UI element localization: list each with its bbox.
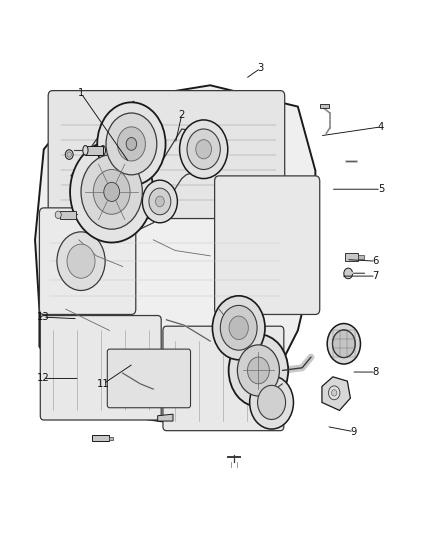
- Circle shape: [187, 129, 220, 169]
- Text: 12: 12: [36, 374, 49, 383]
- Circle shape: [106, 113, 157, 175]
- Text: 9: 9: [351, 427, 357, 437]
- Circle shape: [229, 334, 288, 407]
- Bar: [358, 255, 364, 259]
- Circle shape: [57, 232, 105, 290]
- Text: 2: 2: [179, 110, 185, 119]
- Circle shape: [81, 155, 142, 229]
- Text: 13: 13: [37, 312, 49, 322]
- Bar: [60, 211, 76, 219]
- Circle shape: [328, 386, 340, 400]
- Circle shape: [149, 188, 171, 215]
- FancyBboxPatch shape: [163, 326, 284, 431]
- Circle shape: [67, 244, 95, 278]
- Circle shape: [196, 140, 212, 159]
- Circle shape: [332, 330, 355, 358]
- Bar: [320, 104, 329, 108]
- Circle shape: [344, 268, 353, 279]
- Circle shape: [67, 152, 71, 157]
- Circle shape: [250, 376, 293, 429]
- Circle shape: [212, 296, 265, 360]
- Text: 1: 1: [78, 88, 84, 98]
- Bar: [85, 146, 103, 155]
- Text: 11: 11: [97, 379, 110, 389]
- Circle shape: [327, 324, 360, 364]
- Circle shape: [70, 141, 153, 243]
- Circle shape: [247, 357, 269, 384]
- Text: 5: 5: [378, 184, 384, 194]
- FancyBboxPatch shape: [40, 316, 161, 420]
- Circle shape: [117, 127, 145, 161]
- Text: 7: 7: [373, 271, 379, 281]
- Text: 6: 6: [373, 256, 379, 266]
- Ellipse shape: [83, 146, 88, 155]
- Text: 3: 3: [258, 63, 264, 73]
- Circle shape: [104, 182, 120, 201]
- Circle shape: [126, 138, 137, 150]
- Circle shape: [155, 196, 164, 207]
- Ellipse shape: [100, 146, 106, 155]
- Circle shape: [55, 211, 61, 219]
- Bar: [109, 437, 113, 440]
- Text: 8: 8: [373, 367, 379, 377]
- Circle shape: [93, 169, 130, 214]
- Circle shape: [237, 345, 279, 396]
- Circle shape: [258, 385, 286, 419]
- Polygon shape: [158, 414, 173, 421]
- Circle shape: [142, 180, 177, 223]
- Circle shape: [65, 150, 73, 159]
- FancyBboxPatch shape: [215, 176, 320, 314]
- Circle shape: [180, 120, 228, 179]
- Circle shape: [97, 102, 166, 185]
- FancyBboxPatch shape: [39, 208, 136, 314]
- Circle shape: [220, 305, 257, 350]
- Bar: [345, 253, 358, 261]
- FancyBboxPatch shape: [107, 349, 191, 408]
- FancyBboxPatch shape: [48, 91, 285, 219]
- Polygon shape: [35, 85, 315, 426]
- Bar: [92, 435, 109, 441]
- Text: 4: 4: [378, 122, 384, 132]
- Circle shape: [229, 316, 248, 340]
- Circle shape: [332, 390, 337, 396]
- Polygon shape: [322, 377, 350, 410]
